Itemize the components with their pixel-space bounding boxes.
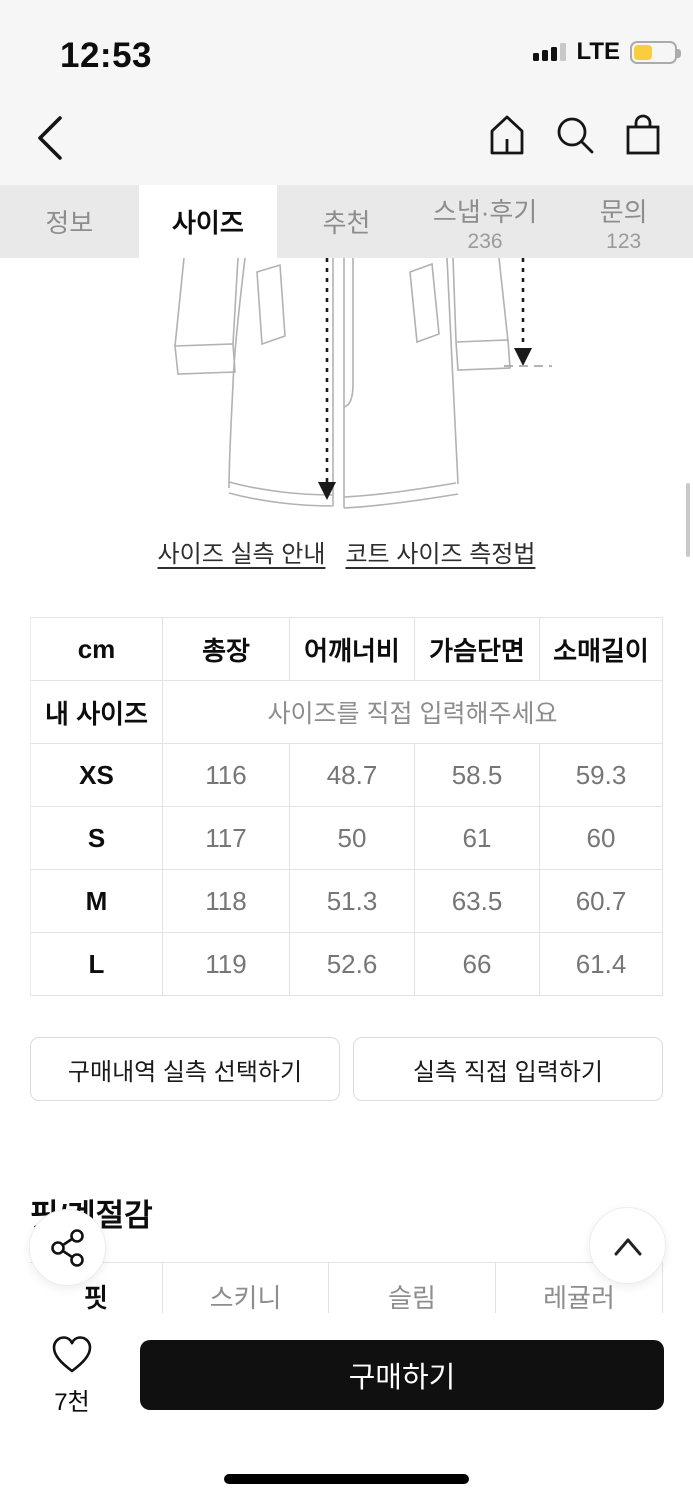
network-type-label: LTE	[576, 38, 620, 65]
home-indicator[interactable]	[224, 1474, 469, 1484]
my-size-label: 내 사이즈	[31, 681, 163, 744]
size-guide-links: 사이즈 실측 안내 코트 사이즈 측정법	[0, 534, 693, 569]
tab-snap-reviews[interactable]: 스냅·후기 236	[432, 196, 538, 253]
cell-value: 50	[290, 807, 415, 870]
cell-value: 59.3	[540, 744, 662, 807]
top-chrome	[0, 0, 693, 185]
status-indicators: LTE	[533, 38, 681, 66]
cell-value: 60.7	[540, 870, 662, 933]
chevron-left-icon	[38, 116, 62, 160]
coat-measurement-diagram	[174, 257, 552, 509]
heart-icon	[52, 1336, 92, 1373]
tab-inquiry[interactable]: 문의 123	[599, 196, 648, 253]
column-header: 가슴단면	[415, 618, 540, 681]
table-row-xs: XS 116 48.7 58.5 59.3	[31, 744, 662, 807]
length-arrowhead	[318, 482, 336, 500]
cell-value: 51.3	[290, 870, 415, 933]
table-row-s: S 117 50 61 60	[31, 807, 662, 870]
status-time: 12:53	[60, 36, 153, 75]
tab-snap-reviews-count: 236	[467, 229, 503, 253]
tab-info[interactable]: 정보	[45, 208, 94, 238]
fit-option: 스키니	[163, 1263, 329, 1329]
column-header: 어깨너비	[290, 618, 415, 681]
share-button[interactable]	[29, 1209, 106, 1286]
tab-recommend[interactable]: 추천	[322, 208, 371, 238]
cell-value: 118	[163, 870, 290, 933]
table-row-m: M 118 51.3 63.5 60.7	[31, 870, 662, 933]
table-row-l: L 119 52.6 66 61.4	[31, 933, 662, 996]
my-size-input-prompt[interactable]: 사이즈를 직접 입력해주세요	[163, 681, 662, 744]
cell-value: 61.4	[540, 933, 662, 996]
home-icon[interactable]	[485, 112, 529, 158]
tab-size[interactable]: 사이즈	[138, 185, 278, 258]
size-label: M	[31, 870, 163, 933]
signal-strength-icon	[533, 43, 567, 61]
cell-value: 119	[163, 933, 290, 996]
my-size-row: 내 사이즈 사이즈를 직접 입력해주세요	[31, 681, 662, 744]
size-label: L	[31, 933, 163, 996]
share-icon	[50, 1228, 84, 1267]
column-header: 총장	[163, 618, 290, 681]
column-header: 소매길이	[540, 618, 662, 681]
cell-value: 48.7	[290, 744, 415, 807]
cell-value: 63.5	[415, 870, 540, 933]
sleeve-arrowhead	[514, 348, 532, 366]
nav-icons	[485, 112, 665, 158]
cell-value: 66	[415, 933, 540, 996]
coat-measure-howto-link[interactable]: 코트 사이즈 측정법	[345, 541, 536, 568]
battery-icon	[630, 40, 681, 64]
product-tab-bar: 정보 사이즈 추천 스냅·후기 236 문의 123	[0, 185, 693, 258]
size-table-header-row: cm 총장 어깨너비 가슴단면 소매길이	[31, 618, 662, 681]
size-label: S	[31, 807, 163, 870]
column-header: cm	[31, 618, 163, 681]
fit-row-header: 핏	[30, 1263, 163, 1329]
tab-inquiry-count: 123	[606, 229, 642, 253]
cell-value: 117	[163, 807, 290, 870]
size-label: XS	[31, 744, 163, 807]
like-count: 7천	[54, 1389, 90, 1416]
bottom-purchase-bar: 7천 구매하기	[0, 1313, 693, 1500]
cell-value: 58.5	[415, 744, 540, 807]
buy-button[interactable]: 구매하기	[140, 1340, 664, 1410]
cell-value: 61	[415, 807, 540, 870]
search-icon[interactable]	[553, 112, 597, 158]
scroll-to-top-button[interactable]	[589, 1207, 666, 1284]
chevron-up-icon	[614, 1238, 641, 1255]
measure-guide-link[interactable]: 사이즈 실측 안내	[157, 541, 326, 568]
fit-table: 핏 스키니 슬림 레귤러	[30, 1262, 663, 1329]
measurement-actions: 구매내역 실측 선택하기 실측 직접 입력하기	[30, 1037, 663, 1101]
fit-option: 레귤러	[496, 1263, 663, 1329]
fit-option: 슬림	[329, 1263, 496, 1329]
size-table: cm 총장 어깨너비 가슴단면 소매길이 내 사이즈 사이즈를 직접 입력해주세…	[30, 617, 663, 996]
select-purchase-measure-button[interactable]: 구매내역 실측 선택하기	[30, 1037, 340, 1101]
like-button[interactable]: 7천	[48, 1335, 96, 1417]
enter-measure-button[interactable]: 실측 직접 입력하기	[353, 1037, 663, 1101]
back-button[interactable]	[30, 110, 74, 166]
scrollbar-thumb[interactable]	[686, 483, 690, 557]
bag-icon[interactable]	[621, 112, 665, 158]
cell-value: 52.6	[290, 933, 415, 996]
cell-value: 116	[163, 744, 290, 807]
cell-value: 60	[540, 807, 662, 870]
